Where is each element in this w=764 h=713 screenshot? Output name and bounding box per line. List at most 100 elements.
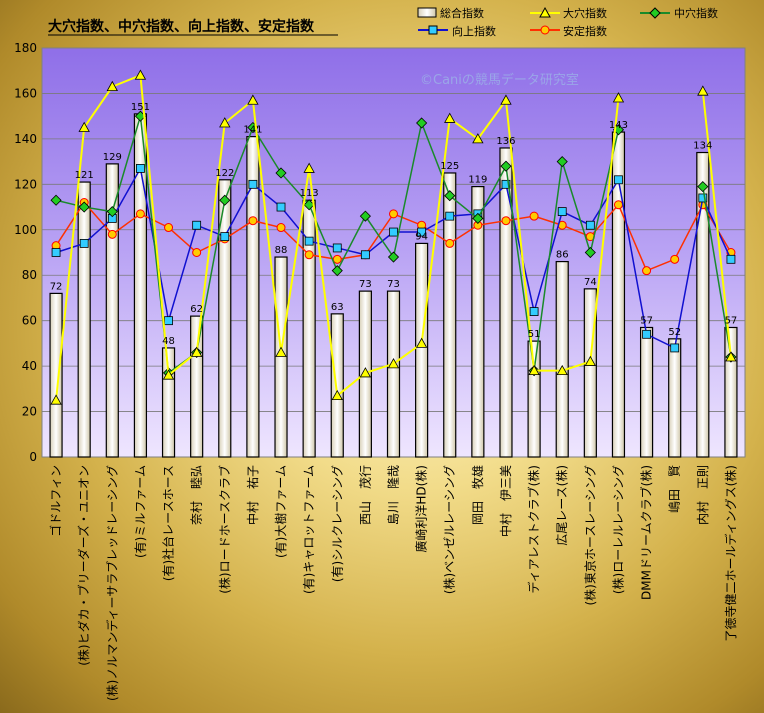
bar-total (246, 136, 260, 458)
point-daiana (528, 364, 540, 376)
point-antei (529, 211, 539, 221)
bar-total (555, 260, 569, 458)
point-daiana (584, 355, 597, 366)
x-category-label: 廣崎利洋HD(株) (414, 465, 429, 553)
x-category-label: (株)ヒダカ・ブリーダーズ・ユニオン (76, 465, 91, 666)
point-daiana (359, 367, 372, 378)
point-daiana (331, 389, 343, 401)
data-label-total: 52 (668, 327, 681, 338)
point-daiana (106, 80, 118, 92)
point-chuana (416, 117, 428, 129)
bar-total (161, 347, 176, 458)
point-chuana (359, 210, 371, 222)
point-antei (670, 254, 680, 264)
point-kojo (360, 250, 370, 260)
legend-antei-label: 安定指数 (563, 24, 607, 38)
bar-total (415, 242, 429, 458)
x-category-label: 奈村 睦弘 (190, 465, 204, 525)
data-label-total: 73 (387, 279, 400, 290)
point-daiana (134, 69, 147, 80)
data-label-total: 57 (725, 315, 738, 326)
point-chuana (275, 167, 287, 179)
point-kojo (389, 227, 398, 237)
bar-total (218, 179, 232, 458)
x-category-label: 広尾レース(株) (554, 465, 569, 546)
x-category-label: (有)ミルファーム (133, 465, 147, 558)
y-tick-label: 20 (22, 405, 37, 419)
point-daiana (303, 162, 315, 173)
data-label-total: 136 (496, 136, 515, 147)
point-chuana (387, 251, 400, 263)
series-daiana (50, 69, 737, 405)
bar-total (668, 338, 682, 458)
point-antei (135, 209, 145, 219)
data-label-total: 119 (468, 175, 487, 186)
y-tick-label: 40 (22, 359, 37, 373)
bar-total (49, 292, 63, 458)
x-category-label: 中村 祐子 (245, 465, 260, 525)
data-label-total: 86 (556, 250, 569, 261)
data-label-total: 74 (584, 277, 597, 288)
x-category-label: (有)シルクレーシング (330, 465, 344, 582)
legend-kojo-marker (428, 25, 438, 35)
point-kojo (698, 193, 708, 203)
point-kojo (51, 248, 61, 257)
point-daiana (725, 351, 737, 362)
x-category-label: (株)ローレルレーシング (610, 465, 625, 594)
x-category-label: (有)キャロットファーム (302, 465, 316, 594)
data-label-total: 94 (415, 231, 428, 242)
bar-total (274, 256, 288, 458)
x-category-label: ディアレストクラブ(株) (526, 465, 541, 594)
point-antei (613, 200, 623, 210)
data-label-total: 113 (300, 188, 319, 199)
point-kojo (220, 232, 230, 241)
legend-total-label: 総合指数 (440, 6, 484, 20)
data-label-total: 51 (528, 329, 541, 340)
data-label-total: 121 (75, 170, 94, 181)
x-category-label: DMMドリームクラブ(株) (639, 465, 654, 600)
data-label-total: 72 (50, 281, 63, 292)
legend-chuana-label: 中穴指数 (674, 6, 718, 20)
point-kojo (557, 207, 567, 217)
x-category-label: 内村 正則 (696, 465, 710, 525)
point-kojo (726, 254, 736, 264)
point-antei (276, 223, 286, 233)
x-category-label: 了徳寺健二ホールディングス(株) (723, 465, 738, 642)
point-kojo (79, 239, 89, 248)
data-label-total: 48 (162, 336, 175, 347)
point-kojo (670, 343, 680, 353)
point-daiana (190, 346, 203, 357)
point-antei (332, 254, 342, 264)
y-tick-label: 180 (14, 41, 37, 55)
point-chuana (472, 212, 484, 224)
watermark: ©Caniの競馬データ研究室 (420, 72, 579, 88)
legend-antei-marker (540, 25, 550, 35)
point-daiana (415, 337, 428, 348)
legend-chuana-marker (649, 7, 661, 19)
point-kojo (417, 227, 427, 237)
y-tick-label: 120 (14, 177, 37, 191)
point-chuana (50, 194, 62, 206)
bar-total (527, 340, 541, 458)
bar-total (696, 151, 710, 458)
x-category-label: 島川 隆哉 (386, 465, 401, 525)
point-daiana (275, 346, 287, 357)
legend-daiana-label: 大穴指数 (563, 6, 607, 20)
point-antei (501, 216, 511, 226)
x-category-label: 岡田 牧雄 (470, 465, 485, 525)
point-chuana (106, 206, 118, 218)
point-antei (248, 216, 258, 226)
point-antei (389, 209, 398, 219)
x-category-label: 嶋田 賢 (668, 465, 682, 513)
data-label-total: 129 (103, 152, 122, 163)
y-tick-label: 100 (14, 223, 37, 237)
series-line-chuana (702, 186, 732, 358)
x-category-label: (株)ノルマンディーサラブレッドレーシング (104, 465, 119, 701)
x-category-label: (株)ロードホースクラブ (217, 465, 232, 594)
point-daiana (78, 121, 90, 132)
data-label-total: 73 (359, 279, 372, 290)
point-chuana (331, 265, 343, 277)
point-kojo (642, 329, 651, 339)
point-daiana (612, 92, 625, 103)
